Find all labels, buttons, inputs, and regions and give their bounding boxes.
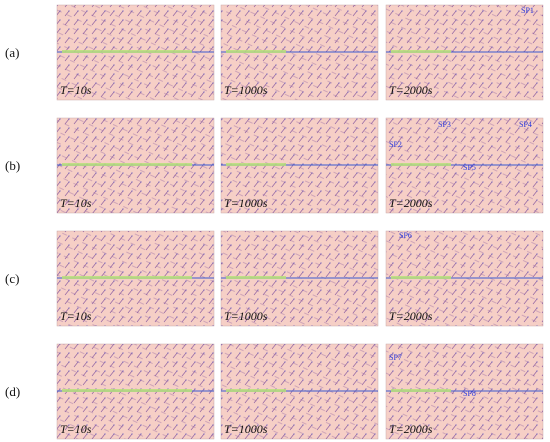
row-label: (b) bbox=[5, 158, 20, 173]
singular-point-label: SP7 bbox=[389, 353, 402, 362]
panel: T=1000s bbox=[220, 343, 379, 440]
singular-point-label: SP8 bbox=[463, 389, 476, 398]
time-label: T=1000s bbox=[224, 83, 268, 97]
row-label: (d) bbox=[5, 384, 20, 399]
singular-point-label: SP5 bbox=[463, 163, 476, 172]
time-label: T=10s bbox=[60, 196, 92, 210]
singular-point-label: SP6 bbox=[399, 231, 412, 240]
singular-point-label: SP4 bbox=[519, 120, 532, 129]
singular-point-label: SP2 bbox=[389, 140, 402, 149]
time-label: T=1000s bbox=[224, 309, 268, 323]
panel: T=2000s SP6 bbox=[385, 230, 544, 327]
panel: T=1000s bbox=[220, 230, 379, 327]
interface-band bbox=[226, 389, 286, 392]
interface-band bbox=[62, 163, 192, 166]
interface-band bbox=[62, 50, 192, 53]
time-label: T=10s bbox=[60, 83, 92, 97]
row-label: (c) bbox=[5, 271, 19, 286]
panel: T=2000s SP7 SP8 bbox=[385, 343, 544, 440]
interface-band bbox=[226, 276, 286, 279]
interface-band bbox=[391, 50, 451, 53]
interface-band bbox=[226, 50, 286, 53]
interface-band bbox=[391, 276, 451, 279]
row-label: (a) bbox=[5, 45, 19, 60]
interface-band bbox=[62, 276, 192, 279]
interface-band bbox=[391, 389, 451, 392]
singular-point-label: SP1 bbox=[521, 6, 534, 15]
time-label: T=2000s bbox=[389, 309, 433, 323]
singular-point-label: SP3 bbox=[438, 120, 451, 129]
interface-band bbox=[391, 163, 451, 166]
panel: T=1000s bbox=[220, 4, 379, 101]
time-label: T=2000s bbox=[389, 196, 433, 210]
panel: T=1000s bbox=[220, 117, 379, 214]
interface-band bbox=[226, 163, 286, 166]
interface-band bbox=[62, 389, 192, 392]
panel: T=10s bbox=[56, 4, 215, 101]
time-label: T=2000s bbox=[389, 83, 433, 97]
panel: T=10s bbox=[56, 343, 215, 440]
panel: T=2000s SP1 bbox=[385, 4, 544, 101]
time-label: T=10s bbox=[60, 309, 92, 323]
time-label: T=2000s bbox=[389, 422, 433, 436]
time-label: T=10s bbox=[60, 422, 92, 436]
time-label: T=1000s bbox=[224, 422, 268, 436]
time-label: T=1000s bbox=[224, 196, 268, 210]
panel: T=10s bbox=[56, 117, 215, 214]
panel: T=10s bbox=[56, 230, 215, 327]
panel: T=2000s SP2 SP3 SP4 SP5 bbox=[385, 117, 544, 214]
